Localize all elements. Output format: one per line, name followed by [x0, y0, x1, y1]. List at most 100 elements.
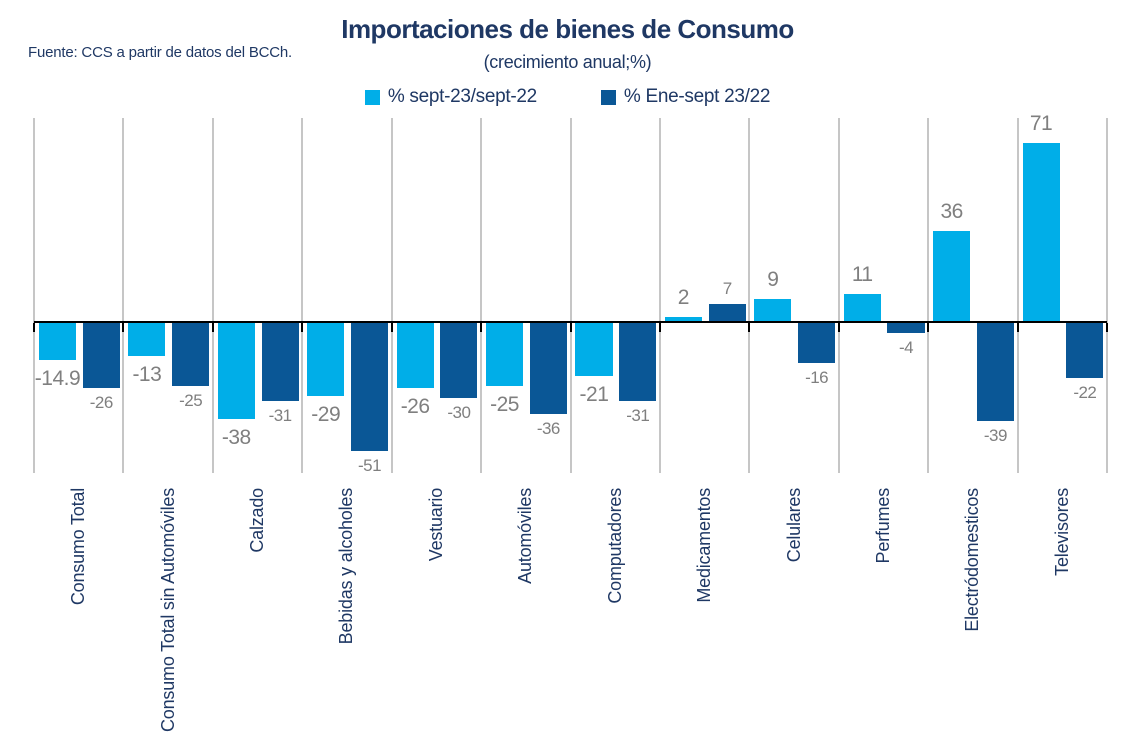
- bar-ene-sept-23-22: [261, 322, 299, 401]
- bar-value-label: 36: [940, 200, 963, 224]
- axis-tick: [838, 322, 840, 332]
- bar-value-label: -36: [536, 418, 561, 438]
- bar-sept23-sept22: [754, 299, 792, 322]
- category-label: Automóviles: [481, 488, 570, 754]
- axis-tick: [570, 322, 572, 332]
- bar-value-label: 7: [722, 279, 732, 299]
- axis-tick: [1106, 322, 1108, 332]
- plot-area: -14.9 -13 -38 -29 -26 -25 -21 2 9 11 36 71 -26 -25 -31…: [33, 113, 1108, 732]
- category-label-text: Electródomesticos: [962, 488, 983, 632]
- legend-label: % Ene-sept 23/22: [623, 86, 771, 107]
- legend-swatch-icon: [364, 89, 380, 105]
- bar-value-label: -30: [447, 403, 471, 423]
- bar-sept23-sept22: [933, 231, 971, 322]
- bar-sept23-sept22: [486, 322, 524, 386]
- bar-value-label: -26: [89, 393, 114, 413]
- bar-value-label: -31: [268, 405, 293, 425]
- category-label: Consumo Total: [34, 488, 123, 754]
- chart-subtitle: (crecimiento anual;%): [483, 52, 652, 72]
- gridline: [480, 118, 482, 473]
- source-note: Fuente: CCS a partir de datos del BCCh.: [28, 44, 293, 61]
- gridline: [1106, 118, 1108, 473]
- category-label-text: Computadores: [604, 488, 625, 604]
- bar-ene-sept-23-22: [172, 322, 210, 386]
- bar-sept23-sept22: [217, 322, 255, 419]
- bar-ene-sept-23-22: [798, 322, 836, 364]
- bar-value-label: -38: [221, 425, 251, 449]
- bar-value-label: -13: [132, 362, 162, 386]
- category-label-text: Bebidas y alcoholes: [336, 488, 357, 645]
- bar-value-label: -31: [626, 405, 650, 425]
- bar-sept23-sept22: [38, 322, 76, 361]
- gridline: [659, 118, 661, 473]
- bar-value-label: -39: [983, 426, 1008, 446]
- category-label: Televisores: [1018, 488, 1107, 754]
- bar-value-label: -22: [1073, 383, 1097, 403]
- axis-tick: [1017, 322, 1019, 332]
- axis-tick: [301, 322, 303, 332]
- category-label-text: Consumo Total sin Automóviles: [157, 488, 178, 732]
- bar-sept23-sept22: [1022, 143, 1060, 322]
- bar-value-label: -16: [805, 368, 829, 388]
- legend-item-2: % Ene-sept 23/22: [600, 86, 771, 108]
- gridline: [570, 118, 572, 473]
- bar-ene-sept-23-22: [619, 322, 657, 401]
- bar-value-label: 9: [767, 268, 779, 292]
- bar-sept23-sept22: [575, 322, 613, 376]
- bar-ene-sept-23-22: [708, 304, 746, 322]
- bar-ene-sept-23-22: [1066, 322, 1104, 379]
- category-label: Perfumes: [839, 488, 928, 754]
- category-label-text: Perfumes: [872, 488, 893, 564]
- chart-title: Importaciones de bienes de Consumo: [341, 14, 794, 44]
- category-label-text: Automóviles: [515, 488, 536, 584]
- legend-swatch-icon: [600, 89, 616, 105]
- axis-tick: [391, 322, 393, 332]
- bar-value-label: -25: [179, 390, 203, 410]
- legend-item-1: % sept-23/sept-22: [364, 86, 537, 108]
- category-label-text: Vestuario: [425, 488, 446, 562]
- bar-value-label: -26: [400, 395, 430, 419]
- gridline: [1017, 118, 1019, 473]
- bar-value-label: -51: [357, 456, 382, 476]
- gridline: [391, 118, 393, 473]
- bar-sept23-sept22: [128, 322, 166, 356]
- category-label: Electródomesticos: [928, 488, 1017, 754]
- bar-ene-sept-23-22: [350, 322, 389, 452]
- bar-ene-sept-23-22: [976, 322, 1014, 422]
- axis-tick: [927, 322, 929, 332]
- x-axis-line: [34, 320, 1107, 323]
- axis-tick: [659, 322, 661, 332]
- bar-ene-sept-23-22: [887, 322, 925, 333]
- gridline: [927, 118, 929, 473]
- bar-sept23-sept22: [664, 316, 702, 322]
- bar-value-label: 71: [1029, 112, 1053, 136]
- bar-value-label: -21: [579, 382, 609, 406]
- category-label: Bebidas y alcoholes: [302, 488, 391, 754]
- legend-label: % sept-23/sept-22: [387, 86, 537, 107]
- category-label: Vestuario: [392, 488, 481, 754]
- bar-value-label: -4: [898, 338, 914, 357]
- bar-ene-sept-23-22: [82, 322, 120, 389]
- category-label-text: Televisores: [1051, 488, 1072, 576]
- bar-value-label: -14.9: [34, 367, 81, 391]
- category-label: Calzado: [213, 488, 302, 754]
- category-label-text: Consumo Total: [68, 488, 89, 606]
- bar-ene-sept-23-22: [440, 322, 478, 399]
- category-label-text: Calzado: [247, 488, 268, 553]
- category-label: Medicamentos: [660, 488, 749, 754]
- axis-tick: [480, 322, 482, 332]
- axis-tick: [122, 322, 124, 332]
- bar-value-label: -25: [490, 392, 519, 416]
- gridline: [122, 118, 124, 473]
- category-label: Computadores: [571, 488, 660, 754]
- gridline: [212, 118, 214, 473]
- category-label: Celulares: [749, 488, 838, 754]
- bar-ene-sept-23-22: [529, 322, 567, 414]
- axis-tick: [212, 322, 214, 332]
- category-label-text: Medicamentos: [694, 488, 715, 603]
- gridline: [301, 118, 303, 473]
- axis-tick: [748, 322, 750, 332]
- legend: % sept-23/sept-22 % Ene-sept 23/22: [0, 86, 1135, 108]
- category-label: Consumo Total sin Automóviles: [123, 488, 212, 754]
